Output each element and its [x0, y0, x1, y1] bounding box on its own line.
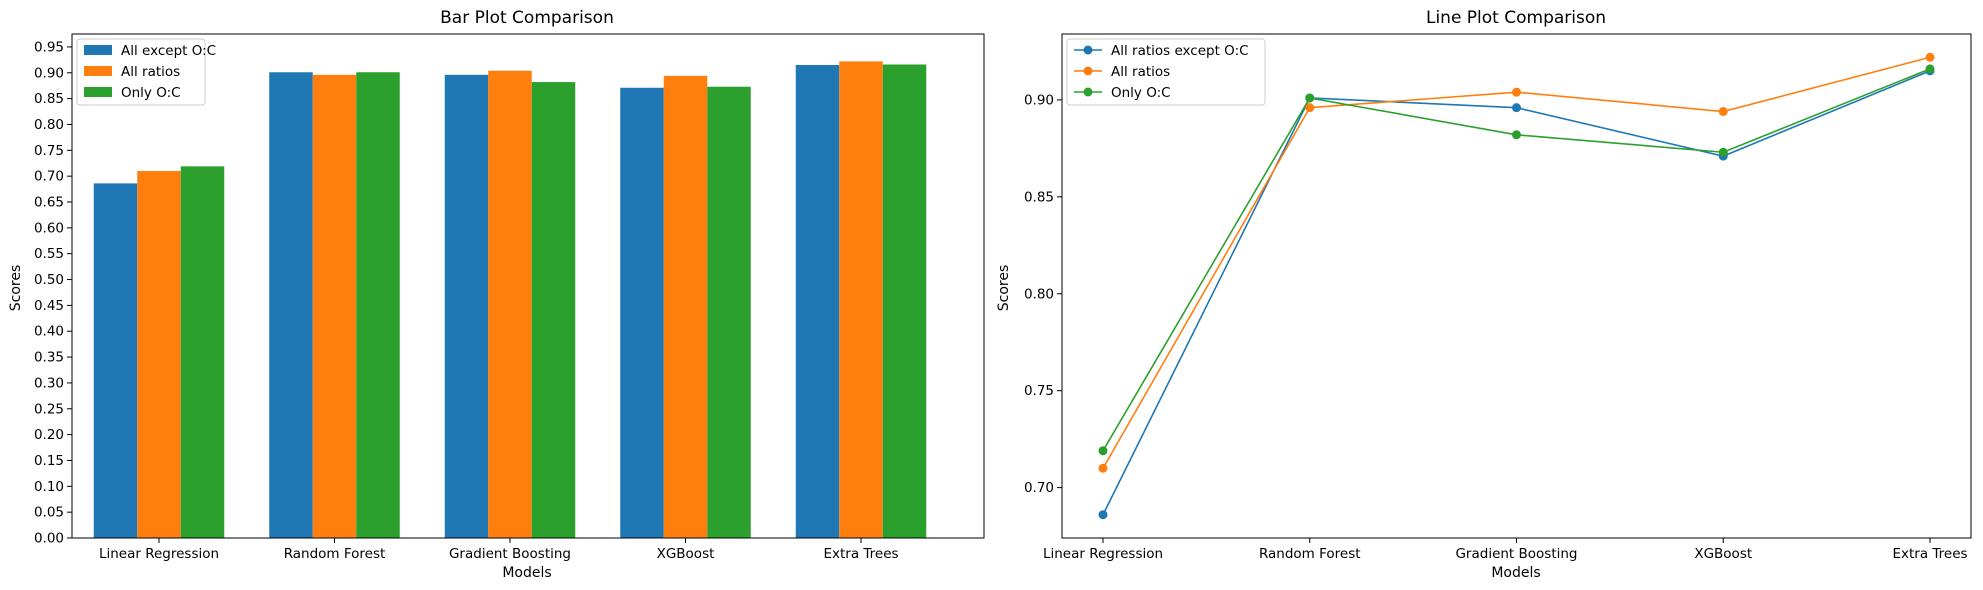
- bar-plot-frame: [71, 33, 985, 539]
- bar-ytick-label: 0.80: [34, 117, 64, 133]
- bar-3-2: [356, 72, 400, 538]
- bar-2-2: [312, 74, 357, 539]
- bar-ytick-label: 0.10: [34, 479, 64, 495]
- bar-plot-area: 0.00 0.05 0.10 0.15 0.20 0.25 0.30 0.35 0.40 0.45…: [34, 33, 985, 562]
- bar-chart-ylabel: Scores: [8, 265, 24, 312]
- line-xtick-label: Random Forest: [1259, 546, 1361, 562]
- bar-xtick-label: Linear Regression: [99, 546, 219, 562]
- bar-2-5: [839, 61, 883, 539]
- line-point-2-5: [1925, 52, 1935, 62]
- line-point-2-1: [1098, 463, 1108, 473]
- bar-ytick-label: 0.05: [34, 505, 64, 521]
- bar-ytick-label: 0.35: [34, 350, 64, 366]
- bar-ytick-label: 0.95: [34, 39, 64, 55]
- bar-xtick-label: Gradient Boosting: [449, 546, 571, 562]
- line-point-3-3: [1512, 130, 1521, 140]
- line-plot-area: 0.70 0.75 0.80 0.85 0.90 Linear Regression Ran…: [1024, 33, 1972, 562]
- bar-xtick-label: Random Forest: [284, 546, 386, 562]
- bar-3-1: [180, 166, 225, 538]
- line-point-2-4: [1718, 107, 1728, 117]
- bar-legend-swatch-2: [84, 66, 112, 76]
- bar-chart-title: Bar Plot Comparison: [440, 8, 614, 28]
- bar-1-5: [795, 65, 840, 538]
- bar-ytick-label: 0.75: [34, 143, 64, 159]
- bar-3-3: [531, 82, 576, 538]
- bar-legend-swatch-1: [84, 45, 112, 55]
- line-ytick-label: 0.70: [1024, 480, 1054, 496]
- line-point-3-4: [1718, 147, 1728, 157]
- line-point-1-1: [1098, 510, 1108, 520]
- line-ytick-label: 0.75: [1024, 383, 1054, 399]
- bar-2-4: [663, 75, 708, 539]
- bar-1-3: [444, 74, 489, 539]
- bar-1-1: [93, 183, 138, 539]
- line-chart-title: Line Plot Comparison: [1426, 8, 1606, 28]
- bar-3-5: [882, 64, 927, 538]
- line-xtick-label: Linear Regression: [1043, 546, 1163, 562]
- line-xtick-label: Extra Trees: [1892, 546, 1967, 562]
- bar-legend: All except O:C All ratios Only O:C: [76, 38, 216, 106]
- bar-ytick-label: 0.25: [34, 401, 64, 417]
- line-legend-marker-1: [1083, 45, 1093, 55]
- bar-ytick-label: 0.60: [34, 220, 64, 236]
- line-point-3-2: [1305, 93, 1315, 103]
- bar-panel: Bar Plot Comparison Scores Models 0.000.…: [8, 8, 985, 581]
- bar-legend-label: All ratios: [121, 64, 180, 80]
- line-xtick-label: XGBoost: [1694, 546, 1752, 562]
- line-legend-box: [1066, 38, 1266, 106]
- bar-chart-xlabel: Models: [502, 565, 551, 581]
- line-chart-xlabel: Models: [1491, 565, 1540, 581]
- bar-1-2: [269, 72, 313, 538]
- bar-ytick-label: 0.50: [34, 272, 64, 288]
- bar-legend-label: Only O:C: [121, 85, 181, 101]
- bar-ytick-label: 0.85: [34, 91, 64, 107]
- bar-ytick-label: 0.00: [34, 531, 64, 547]
- line-legend-label: All ratios except O:C: [1111, 43, 1249, 59]
- bar-ytick-label: 0.20: [34, 427, 64, 443]
- bar-xtick-label: Extra Trees: [823, 546, 898, 562]
- bar-ytick-label: 0.30: [34, 375, 64, 391]
- bar-ytick-label: 0.55: [34, 246, 64, 262]
- bar-ytick-label: 0.15: [34, 453, 64, 469]
- bar-ytick-label: 0.45: [34, 298, 64, 314]
- line-ytick-label: 0.80: [1024, 286, 1054, 302]
- bar-legend-swatch-3: [84, 87, 112, 97]
- line-ytick-label: 0.90: [1024, 92, 1054, 108]
- bar-ytick-label: 0.70: [34, 169, 64, 185]
- line-point-2-3: [1512, 87, 1521, 97]
- bar-legend-label: All except O:C: [121, 43, 216, 59]
- bar-ytick-label: 0.40: [34, 324, 64, 340]
- line-chart-ylabel: Scores: [996, 265, 1012, 312]
- line-legend: All ratios except O:C All ratios Only O:C: [1066, 38, 1266, 106]
- line-point-3-5: [1925, 64, 1935, 74]
- bar-2-1: [137, 170, 181, 538]
- bar-3-4: [707, 86, 751, 539]
- bar-ytick-label: 0.90: [34, 65, 64, 81]
- line-point-3-1: [1098, 446, 1108, 456]
- line-panel: Line Plot Comparison Scores Models 0.700…: [996, 8, 1972, 581]
- line-ytick-label: 0.85: [1024, 189, 1054, 205]
- line-legend-label: All ratios: [1111, 64, 1170, 80]
- line-legend-marker-2: [1083, 66, 1093, 76]
- line-point-2-2: [1305, 103, 1315, 113]
- line-series-3: [1102, 68, 1931, 452]
- line-legend-label: Only O:C: [1111, 85, 1171, 101]
- bar-2-3: [488, 70, 532, 538]
- bar-xtick-label: XGBoost: [657, 546, 715, 562]
- line-xtick-label: Gradient Boosting: [1455, 546, 1577, 562]
- line-legend-marker-3: [1083, 87, 1093, 97]
- bar-ytick-label: 0.65: [34, 195, 64, 211]
- line-point-1-3: [1512, 103, 1521, 113]
- bar-1-4: [620, 87, 664, 538]
